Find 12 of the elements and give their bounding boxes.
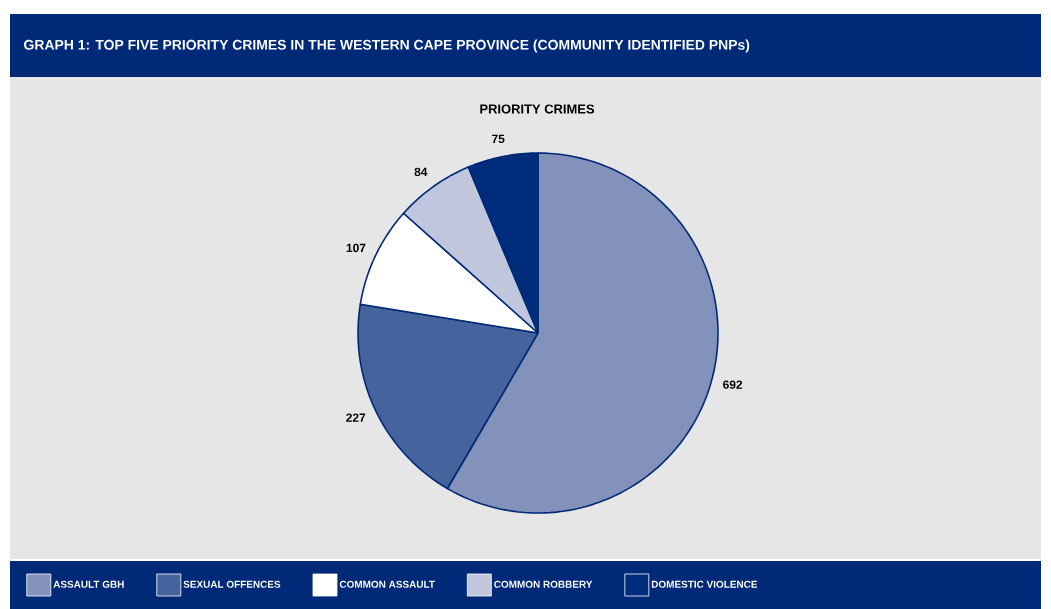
chart-subtitle: PRIORITY CRIMES	[480, 104, 595, 114]
data-label: 227	[346, 413, 366, 422]
legend-label: DOMESTIC VIOLENCE	[651, 580, 758, 588]
data-label: 84	[414, 167, 428, 177]
legend-label: COMMON ASSAULT	[339, 580, 435, 588]
data-label: 107	[346, 243, 366, 253]
data-label: 75	[492, 134, 505, 144]
legend-label: ASSAULT GBH	[53, 580, 124, 588]
chart-title: GRAPH 1: TOP FIVE PRIORITY CRIMES IN THE WESTERN CAPE PROVINCE (COMMUNITY IDENTIFIED PNPs)	[24, 39, 750, 53]
legend-label: COMMON ROBBERY	[494, 580, 593, 588]
legend-label: SEXUAL OFFENCES	[183, 580, 281, 588]
data-label: 692	[723, 380, 743, 389]
